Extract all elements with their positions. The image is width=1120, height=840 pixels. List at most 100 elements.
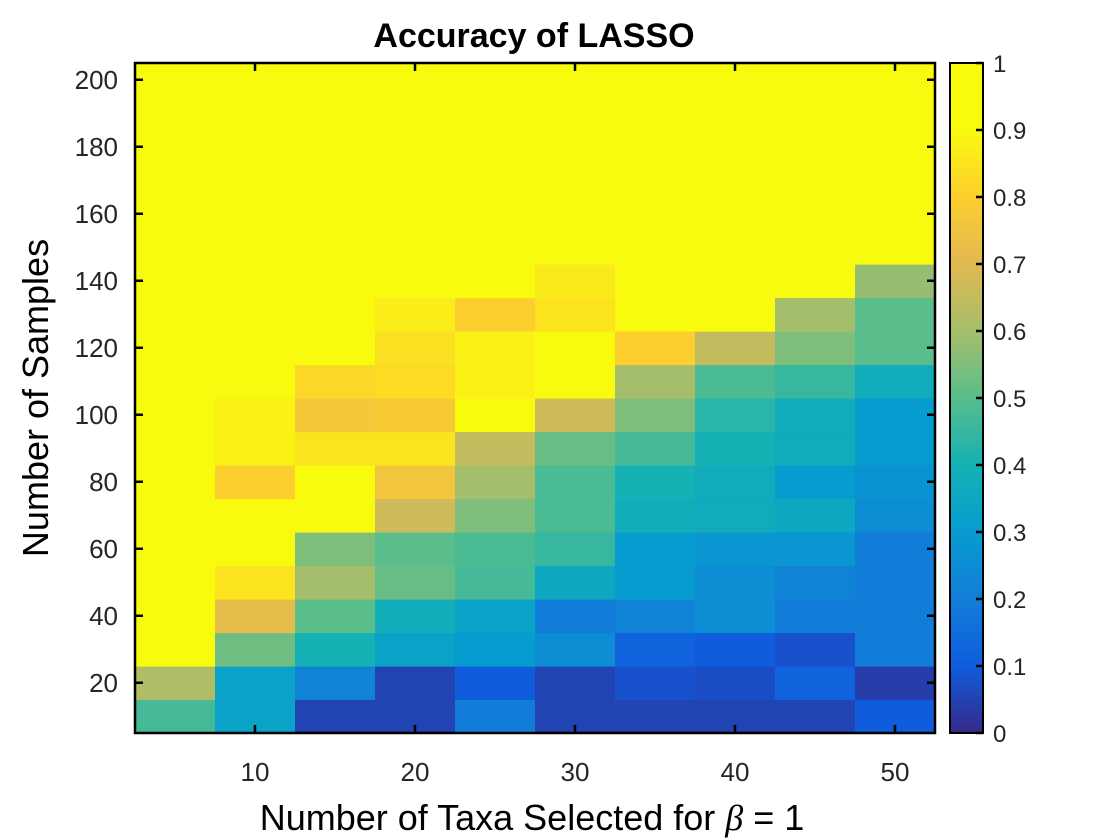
heatmap-cell — [855, 431, 936, 466]
heatmap-cell — [615, 699, 696, 734]
colorbar-tick-label: 1 — [993, 51, 1006, 78]
heatmap-cell — [375, 431, 456, 466]
heatmap-cell — [695, 197, 776, 232]
y-tick-label: 180 — [75, 132, 118, 162]
heatmap-cell — [295, 465, 376, 500]
heatmap-cell — [215, 264, 296, 299]
heatmap-cell — [375, 398, 456, 433]
heatmap-cell — [775, 96, 856, 131]
heatmap-cell — [775, 398, 856, 433]
heatmap-cell — [615, 666, 696, 701]
heatmap-cell — [695, 666, 776, 701]
heatmap-cell — [295, 532, 376, 567]
heatmap-cell — [615, 230, 696, 265]
x-tick-label: 40 — [721, 757, 750, 787]
heatmap-cell — [295, 197, 376, 232]
y-tick-label: 60 — [89, 534, 118, 564]
heatmap-cell — [295, 130, 376, 165]
plot-frame — [133, 61, 937, 735]
heatmap-cell — [535, 398, 616, 433]
heatmap-cell — [455, 331, 536, 366]
y-tick-label: 20 — [89, 668, 118, 698]
heatmap-cell — [695, 599, 776, 634]
heatmap-cell — [135, 398, 216, 433]
heatmap-cell — [135, 163, 216, 198]
x-tick-label: 20 — [401, 757, 430, 787]
heatmap-cell — [855, 465, 936, 500]
heatmap-cell — [455, 63, 536, 98]
colorbar-tick-label: 0.3 — [993, 520, 1026, 547]
heatmap-cell — [295, 666, 376, 701]
heatmap-cell — [215, 364, 296, 399]
heatmap-cells — [135, 63, 936, 734]
heatmap-cell — [695, 465, 776, 500]
x-tick-label: 10 — [241, 757, 270, 787]
heatmap-cell — [775, 699, 856, 734]
heatmap-cell — [215, 163, 296, 198]
heatmap-cell — [695, 130, 776, 165]
heatmap-cell — [135, 465, 216, 500]
heatmap-cell — [695, 431, 776, 466]
heatmap-cell — [455, 264, 536, 299]
heatmap-cell — [135, 364, 216, 399]
heatmap-cell — [375, 230, 456, 265]
heatmap-cell — [215, 130, 296, 165]
heatmap-cell — [775, 197, 856, 232]
heatmap-cell — [535, 565, 616, 600]
heatmap-cell — [695, 398, 776, 433]
heatmap-cell — [775, 297, 856, 332]
heatmap-cell — [855, 297, 936, 332]
heatmap-cell — [535, 264, 616, 299]
colorbar-tick-label: 0.7 — [993, 252, 1026, 279]
heatmap-cell — [615, 163, 696, 198]
heatmap-cell — [295, 331, 376, 366]
heatmap-cell — [535, 632, 616, 667]
heatmap-cell — [535, 297, 616, 332]
y-tick-label: 120 — [75, 333, 118, 363]
heatmap-cell — [135, 599, 216, 634]
colorbar-tick-label: 0.5 — [993, 386, 1026, 413]
heatmap-cell — [135, 666, 216, 701]
heatmap-cell — [535, 532, 616, 567]
heatmap-cell — [295, 632, 376, 667]
heatmap-cell — [215, 297, 296, 332]
heatmap-cell — [615, 498, 696, 533]
heatmap-cell — [135, 130, 216, 165]
heatmap-cell — [615, 197, 696, 232]
heatmap-cell — [375, 465, 456, 500]
heatmap-cell — [455, 599, 536, 634]
heatmap-cell — [855, 197, 936, 232]
heatmap-cell — [855, 498, 936, 533]
heatmap-cell — [135, 431, 216, 466]
heatmap-cell — [855, 96, 936, 131]
heatmap-cell — [775, 565, 856, 600]
heatmap-cell — [455, 364, 536, 399]
heatmap-cell — [135, 230, 216, 265]
heatmap-cell — [615, 632, 696, 667]
heatmap-cell — [455, 431, 536, 466]
heatmap-cell — [295, 364, 376, 399]
colorbar-tick-label: 0.4 — [993, 453, 1026, 480]
colorbar-ticks: 0 0.1 0.2 0.3 0.4 0.5 0.6 0.7 0.8 0.9 1 — [976, 51, 1026, 748]
heatmap-cell — [455, 532, 536, 567]
heatmap-cell — [215, 197, 296, 232]
heatmap-cell — [135, 699, 216, 734]
heatmap-cell — [455, 666, 536, 701]
heatmap-cell — [775, 163, 856, 198]
heatmap-cell — [135, 565, 216, 600]
heatmap-cell — [615, 398, 696, 433]
colorbar-tick-label: 0.2 — [993, 587, 1026, 614]
heatmap-cell — [455, 465, 536, 500]
chart-title: Accuracy of LASSO — [373, 17, 694, 55]
heatmap-cell — [695, 498, 776, 533]
heatmap-cell — [775, 63, 856, 98]
heatmap-cell — [615, 63, 696, 98]
heatmap-cell — [455, 230, 536, 265]
heatmap-cell — [135, 197, 216, 232]
heatmap-cell — [695, 163, 776, 198]
heatmap-cell — [295, 398, 376, 433]
heatmap-cell — [535, 666, 616, 701]
heatmap-cell — [535, 331, 616, 366]
heatmap-cell — [295, 498, 376, 533]
heatmap-cell — [375, 264, 456, 299]
